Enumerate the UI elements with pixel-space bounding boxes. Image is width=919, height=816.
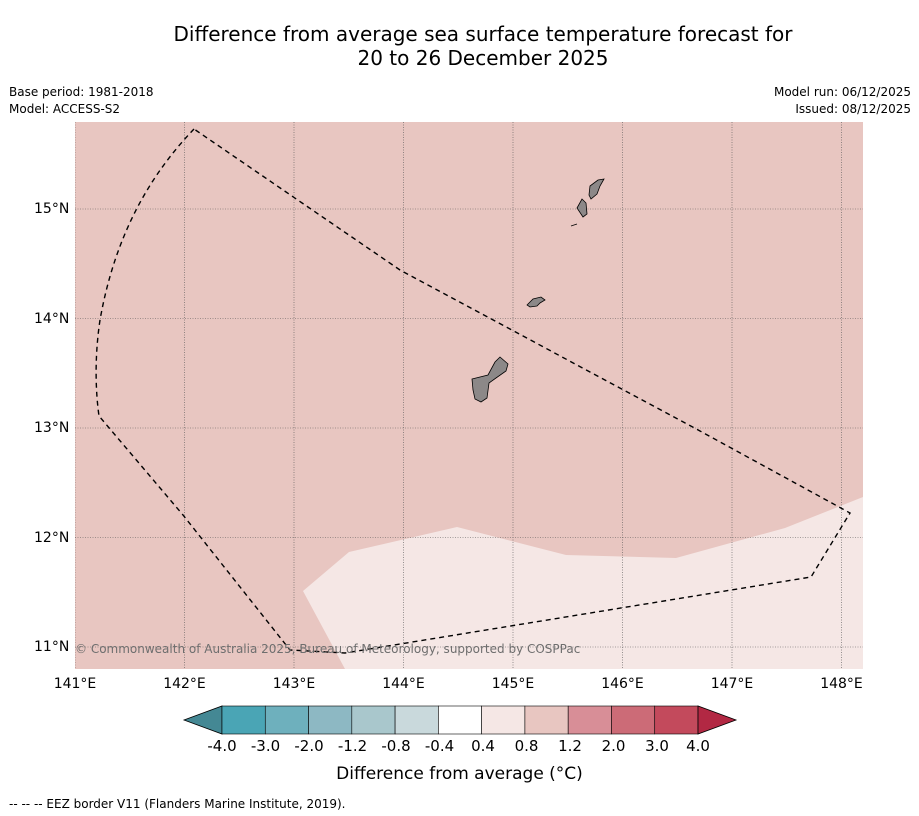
lat-tick-label: 11°N xyxy=(34,639,70,655)
saipan-island xyxy=(588,178,605,200)
lon-tick-label: 141°E xyxy=(53,676,97,692)
rota-island xyxy=(526,296,546,308)
colorbar-label: 1.2 xyxy=(558,737,582,755)
lon-tick-label: 146°E xyxy=(601,676,644,692)
lat-tick-label: 14°N xyxy=(34,310,70,327)
colorbar-label: -3.0 xyxy=(250,737,281,755)
guam-island xyxy=(471,356,509,403)
low-anomaly-region xyxy=(303,497,863,669)
colorbar-extend-high xyxy=(697,705,738,735)
lat-tick-label: 15°N xyxy=(34,201,70,217)
meta-right: Model run: 06/12/2025 Issued: 08/12/2025 xyxy=(774,84,911,118)
lon-tick-label: 145°E xyxy=(491,676,535,692)
colorbar-label: -2.0 xyxy=(294,737,324,755)
colorbar-segment xyxy=(394,705,439,735)
colorbar-label: -1.2 xyxy=(337,737,368,755)
lon-tick-label: 148°E xyxy=(820,676,863,692)
colorbar-segment xyxy=(524,705,569,735)
colorbar-segment xyxy=(654,705,699,735)
tinian-island xyxy=(576,198,588,218)
colorbar-label: -4.0 xyxy=(207,737,237,755)
colorbar-label: 2.0 xyxy=(601,737,626,755)
colorbar-label: 3.0 xyxy=(645,737,669,755)
lon-tick-label: 147°E xyxy=(710,676,754,692)
colorbar-label: 4.0 xyxy=(686,737,710,755)
lon-tick-label: 144°E xyxy=(382,676,425,692)
aguijan-islet xyxy=(570,223,578,227)
colorbar-label: 0.4 xyxy=(471,737,495,755)
colorbar-segment xyxy=(308,705,353,735)
eez-border-line xyxy=(95,128,851,654)
copyright-text: © Commonwealth of Australia 2025, Bureau… xyxy=(75,642,581,656)
issued-text: Issued: 08/12/2025 xyxy=(795,102,911,116)
colorbar-label: -0.4 xyxy=(424,737,455,755)
lat-tick-label: 12°N xyxy=(34,529,70,546)
colorbar-label: -0.8 xyxy=(381,737,411,755)
islands xyxy=(471,178,605,403)
colorbar-segment xyxy=(481,705,526,735)
colorbar-segment xyxy=(438,705,482,735)
colorbar-segment xyxy=(351,705,396,735)
colorbar-label: 0.8 xyxy=(514,737,539,755)
colorbar-segment xyxy=(567,705,612,735)
colorbar-segment xyxy=(611,705,656,735)
meta-left: Base period: 1981-2018 Model: ACCESS-S2 xyxy=(9,84,154,118)
colorbar-title: Difference from average (°C) xyxy=(336,764,583,784)
lat-tick-label: 13°N xyxy=(34,420,70,436)
chart-title: Difference from average sea surface temp… xyxy=(0,22,919,70)
lon-tick-label: 142°E xyxy=(163,676,206,692)
title-line-1: Difference from average sea surface temp… xyxy=(173,22,793,46)
model-run-text: Model run: 06/12/2025 xyxy=(773,85,911,99)
colorbar xyxy=(182,705,738,735)
colorbar-segment xyxy=(221,705,266,735)
lon-tick-label: 143°E xyxy=(272,676,316,692)
base-period-text: Base period: 1981-2018 xyxy=(9,85,154,99)
map-area xyxy=(75,122,863,669)
eez-legend-text: -- -- -- EEZ border V11 (Flanders Marine… xyxy=(9,797,346,811)
graticule xyxy=(75,122,863,669)
title-line-2: 20 to 26 December 2025 xyxy=(357,46,609,70)
model-text: Model: ACCESS-S2 xyxy=(9,102,121,116)
colorbar-extend-low xyxy=(182,705,223,735)
colorbar-segment xyxy=(264,705,309,735)
